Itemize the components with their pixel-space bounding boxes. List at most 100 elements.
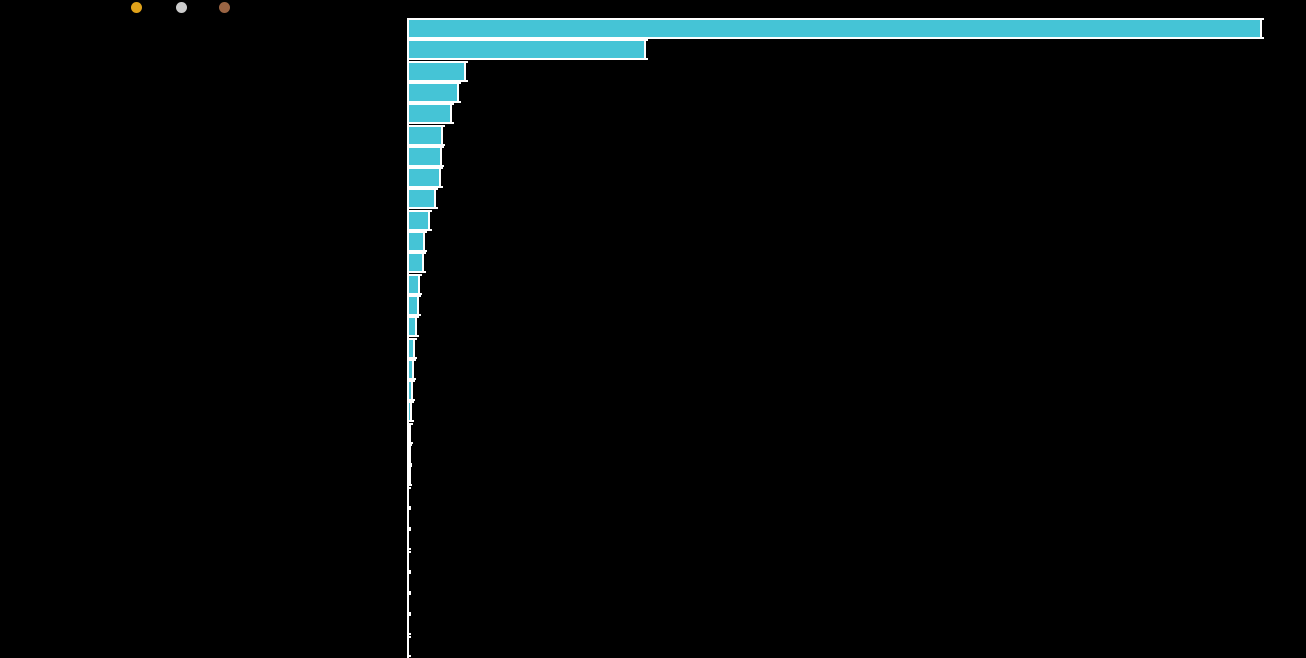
bar-row[interactable]: [407, 316, 419, 338]
bar-bottom-edge: [407, 143, 445, 146]
bar-row[interactable]: [407, 188, 438, 210]
bar[interactable]: [409, 83, 459, 101]
bar-top-edge: [407, 18, 1264, 20]
bar-row[interactable]: [407, 252, 426, 274]
bar[interactable]: [409, 233, 425, 250]
bar-row[interactable]: [407, 18, 1264, 39]
bar-bottom-edge: [407, 590, 411, 593]
bar-top-edge: [407, 550, 411, 553]
bar-row[interactable]: [407, 444, 412, 465]
bar-top-edge: [407, 103, 454, 106]
bar-bottom-edge: [407, 207, 438, 210]
gold-medal-dot[interactable]: [131, 2, 142, 13]
bar[interactable]: [409, 360, 414, 378]
bar-bottom-edge: [407, 463, 412, 465]
bar[interactable]: [409, 190, 436, 208]
bar[interactable]: [409, 254, 424, 272]
bar[interactable]: [409, 339, 415, 357]
bar-bottom-edge: [407, 100, 461, 103]
bar[interactable]: [409, 169, 441, 187]
bar-row[interactable]: [407, 486, 411, 508]
bar[interactable]: [409, 105, 452, 123]
bar-bottom-edge: [407, 548, 411, 551]
bar-row[interactable]: [407, 60, 468, 82]
bar[interactable]: [409, 126, 443, 144]
bar-bottom-edge: [407, 313, 421, 316]
bar[interactable]: [409, 147, 442, 165]
bar[interactable]: [409, 20, 1262, 37]
bar-bottom-edge: [407, 37, 1264, 39]
bar-top-edge: [407, 635, 411, 638]
bar-top-edge: [407, 422, 413, 425]
bar-top-edge: [407, 593, 411, 596]
bar-row[interactable]: [407, 103, 454, 125]
bar-top-edge: [407, 294, 421, 297]
bar-row[interactable]: [407, 422, 413, 444]
bar-row[interactable]: [407, 593, 411, 615]
bar-top-edge: [407, 465, 412, 468]
bar[interactable]: [409, 318, 417, 336]
bar-bottom-edge: [407, 420, 414, 423]
silver-medal-dot[interactable]: [176, 2, 187, 13]
bar-row[interactable]: [407, 358, 416, 380]
bar[interactable]: [409, 382, 413, 400]
bar-row[interactable]: [407, 401, 414, 423]
bar[interactable]: [409, 403, 412, 421]
bar-row[interactable]: [407, 635, 411, 657]
bar-top-edge: [407, 188, 438, 191]
bar-top-edge: [407, 380, 415, 383]
bar-row[interactable]: [407, 337, 417, 359]
bar-row[interactable]: [407, 209, 432, 231]
bar-row[interactable]: [407, 167, 443, 189]
bar-row[interactable]: [407, 294, 421, 316]
bar[interactable]: [409, 424, 411, 442]
bar-top-edge: [407, 167, 443, 170]
bar-row[interactable]: [407, 614, 411, 636]
bar-row[interactable]: [407, 273, 422, 295]
bar-bottom-edge: [407, 526, 411, 529]
bar-top-edge: [407, 444, 412, 446]
bar[interactable]: [409, 275, 420, 293]
bar-row[interactable]: [407, 231, 427, 252]
bar-top-edge: [407, 60, 468, 63]
bar-top-edge: [407, 273, 422, 276]
bar-top-edge: [407, 614, 411, 617]
bar-row[interactable]: [407, 529, 411, 551]
bar-top-edge: [407, 571, 411, 574]
bar-bottom-edge: [407, 356, 417, 359]
medal-legend: [0, 0, 420, 20]
bar-row[interactable]: [407, 145, 444, 167]
bar[interactable]: [409, 467, 411, 485]
bar-top-edge: [407, 358, 416, 361]
bar-bottom-edge: [407, 654, 411, 657]
bar-bottom-edge: [407, 612, 411, 615]
bar-top-edge: [407, 81, 461, 84]
bar-bottom-edge: [407, 58, 648, 61]
bar-row[interactable]: [407, 380, 415, 402]
bar[interactable]: [409, 446, 411, 463]
bar-row[interactable]: [407, 507, 411, 529]
bar-row[interactable]: [407, 465, 412, 487]
bar-bottom-edge: [407, 484, 412, 487]
bar-top-edge: [407, 401, 414, 404]
bar-row[interactable]: [407, 571, 411, 593]
bar-bottom-edge: [407, 399, 415, 402]
bar[interactable]: [409, 62, 466, 80]
bar[interactable]: [409, 41, 646, 59]
bar[interactable]: [409, 296, 419, 314]
bar-top-edge: [407, 145, 444, 148]
bar-bottom-edge: [407, 292, 422, 295]
bar-row[interactable]: [407, 124, 445, 146]
bar-row[interactable]: [407, 81, 461, 103]
bar-bottom-edge: [407, 335, 419, 338]
bar-row[interactable]: [407, 39, 648, 61]
bar-row[interactable]: [407, 550, 411, 572]
bar-top-edge: [407, 316, 419, 319]
bar-bottom-edge: [407, 228, 432, 231]
bar[interactable]: [409, 211, 430, 229]
bar-top-edge: [407, 486, 411, 489]
bar-top-edge: [407, 337, 417, 340]
bronze-medal-dot[interactable]: [219, 2, 230, 13]
